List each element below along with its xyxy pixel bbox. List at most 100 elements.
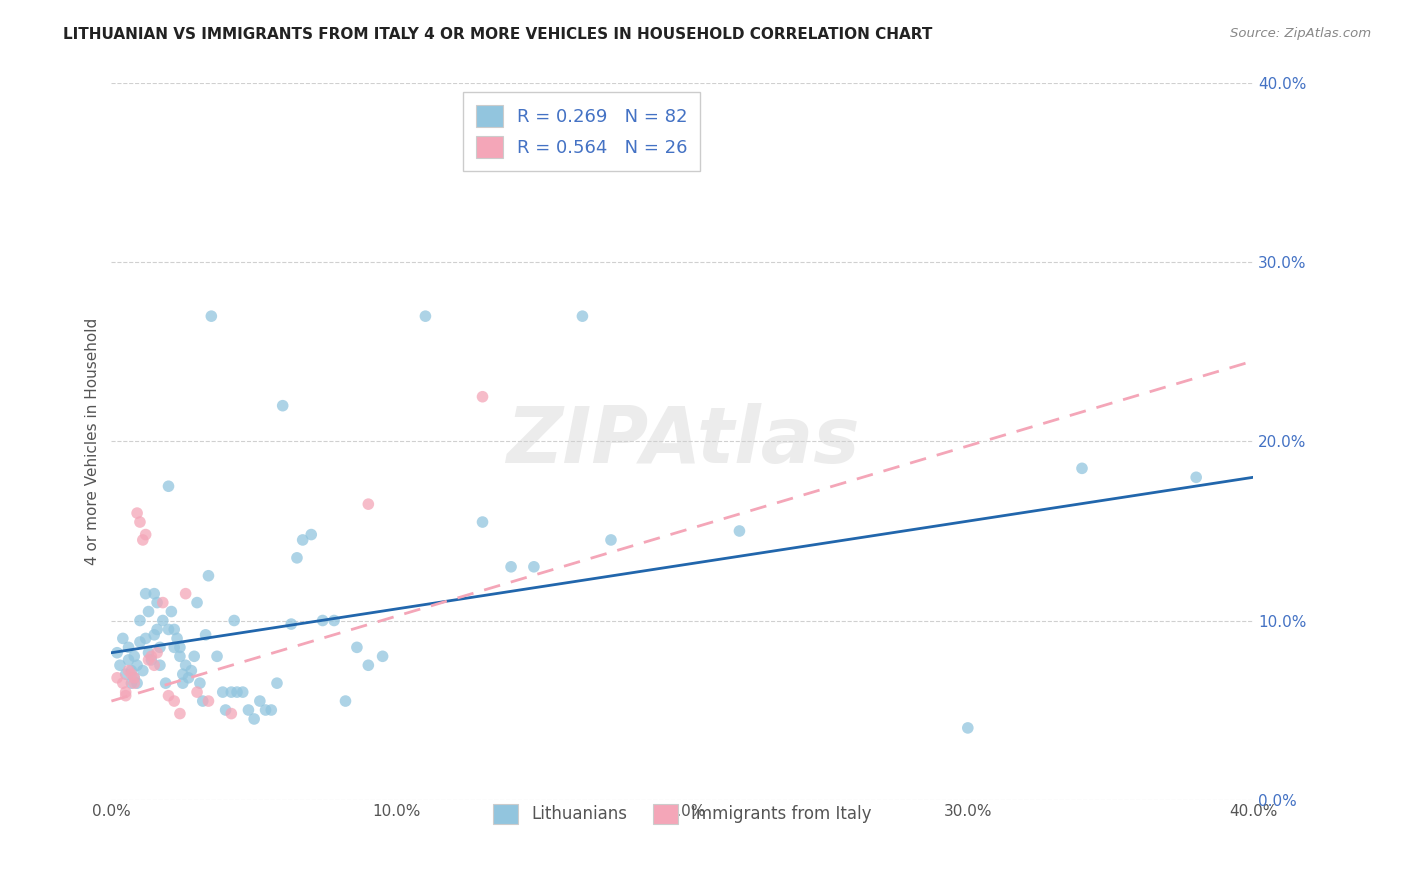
Point — [157, 623, 180, 637]
Point — [280, 617, 302, 632]
Point — [146, 596, 169, 610]
Point — [117, 653, 139, 667]
Point — [105, 671, 128, 685]
Point — [143, 587, 166, 601]
Point — [191, 694, 214, 708]
Point — [146, 623, 169, 637]
Point — [205, 649, 228, 664]
Point — [221, 685, 243, 699]
Point — [122, 676, 145, 690]
Point — [600, 533, 623, 547]
Legend: Lithuanians, Immigrants from Italy: Lithuanians, Immigrants from Italy — [484, 794, 882, 834]
Point — [127, 506, 149, 520]
Point — [471, 515, 494, 529]
Point — [163, 623, 186, 637]
Point — [271, 399, 294, 413]
Point — [174, 658, 197, 673]
Point — [1185, 470, 1208, 484]
Point — [238, 703, 260, 717]
Point — [129, 635, 152, 649]
Point — [571, 309, 593, 323]
Point — [120, 676, 142, 690]
Point — [138, 653, 160, 667]
Point — [135, 527, 157, 541]
Point — [117, 640, 139, 655]
Point — [197, 694, 219, 708]
Point — [226, 685, 249, 699]
Text: ZIPAtlas: ZIPAtlas — [506, 403, 859, 480]
Point — [155, 676, 177, 690]
Y-axis label: 4 or more Vehicles in Household: 4 or more Vehicles in Household — [86, 318, 100, 566]
Point — [232, 685, 254, 699]
Point — [194, 628, 217, 642]
Point — [135, 632, 157, 646]
Point — [728, 524, 751, 538]
Point — [135, 587, 157, 601]
Point — [311, 614, 333, 628]
Point — [197, 568, 219, 582]
Point — [346, 640, 368, 655]
Point — [127, 658, 149, 673]
Point — [122, 649, 145, 664]
Point — [149, 640, 172, 655]
Point — [323, 614, 346, 628]
Point — [143, 628, 166, 642]
Point — [122, 671, 145, 685]
Point — [371, 649, 394, 664]
Point — [172, 676, 194, 690]
Point — [249, 694, 271, 708]
Point — [180, 664, 202, 678]
Point — [224, 614, 246, 628]
Point — [105, 646, 128, 660]
Point — [114, 685, 136, 699]
Point — [108, 658, 131, 673]
Point — [183, 649, 205, 664]
Point — [200, 309, 222, 323]
Point — [299, 527, 322, 541]
Point — [163, 694, 186, 708]
Point — [211, 685, 233, 699]
Point — [129, 515, 152, 529]
Point — [120, 664, 142, 678]
Point — [188, 676, 211, 690]
Point — [111, 676, 134, 690]
Point — [415, 309, 437, 323]
Point — [132, 664, 155, 678]
Point — [260, 703, 283, 717]
Point — [335, 694, 357, 708]
Point — [166, 632, 188, 646]
Point — [141, 653, 163, 667]
Point — [169, 649, 191, 664]
Point — [357, 497, 380, 511]
Point — [138, 646, 160, 660]
Point — [266, 676, 288, 690]
Point — [172, 667, 194, 681]
Point — [138, 605, 160, 619]
Point — [120, 667, 142, 681]
Point — [129, 614, 152, 628]
Point — [114, 667, 136, 681]
Point — [214, 703, 236, 717]
Point — [163, 640, 186, 655]
Point — [499, 559, 522, 574]
Point — [523, 559, 546, 574]
Point — [254, 703, 277, 717]
Point — [169, 640, 191, 655]
Point — [186, 685, 208, 699]
Text: Source: ZipAtlas.com: Source: ZipAtlas.com — [1230, 27, 1371, 40]
Point — [117, 664, 139, 678]
Point — [157, 479, 180, 493]
Point — [186, 596, 208, 610]
Point — [357, 658, 380, 673]
Point — [141, 649, 163, 664]
Point — [143, 658, 166, 673]
Point — [177, 671, 200, 685]
Point — [111, 632, 134, 646]
Point — [132, 533, 155, 547]
Point — [160, 605, 183, 619]
Point — [157, 689, 180, 703]
Point — [174, 587, 197, 601]
Point — [146, 646, 169, 660]
Point — [122, 671, 145, 685]
Point — [152, 614, 174, 628]
